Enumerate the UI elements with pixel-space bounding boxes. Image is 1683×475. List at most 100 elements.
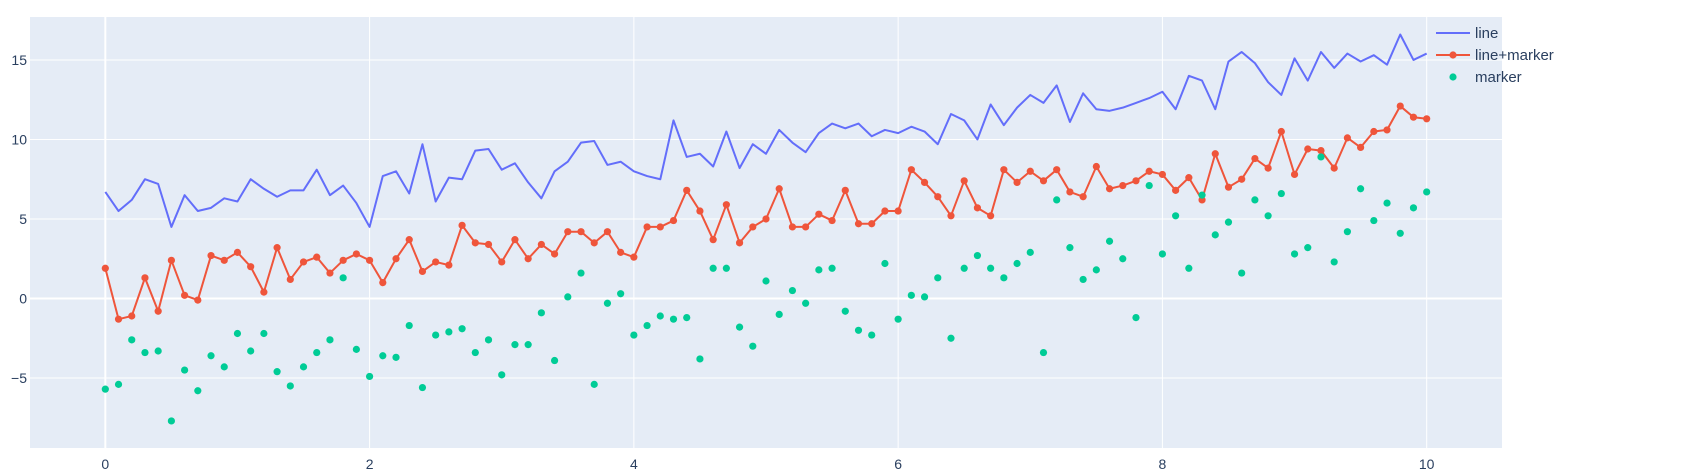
data-point: [511, 341, 519, 349]
data-point: [379, 352, 387, 360]
data-point: [1357, 185, 1365, 193]
data-point: [828, 216, 836, 225]
data-point: [683, 186, 691, 194]
data-point: [352, 345, 360, 353]
x-tick-label: 0: [101, 456, 109, 472]
data-point: [643, 321, 651, 330]
data-point: [1066, 244, 1074, 252]
data-point: [709, 264, 717, 272]
data-point: [207, 251, 215, 260]
data-point: [405, 236, 413, 244]
data-point: [1079, 275, 1087, 284]
data-point: [1304, 244, 1312, 252]
data-point: [656, 223, 664, 231]
data-point: [669, 216, 678, 225]
data-point: [181, 366, 189, 374]
data-point: [934, 193, 942, 201]
data-point: [868, 220, 876, 228]
data-point: [683, 313, 691, 322]
data-point: [656, 312, 664, 320]
data-point: [828, 264, 836, 272]
data-point: [881, 259, 889, 268]
data-point: [1198, 191, 1206, 199]
data-point: [1409, 204, 1418, 212]
data-point: [1251, 196, 1259, 204]
data-point: [299, 363, 308, 371]
data-point: [220, 256, 228, 264]
data-point: [1264, 164, 1272, 172]
data-point: [1066, 188, 1074, 196]
data-point: [617, 248, 625, 256]
data-point: [326, 269, 334, 277]
data-point: [167, 417, 175, 425]
data-point: [286, 382, 294, 390]
data-point: [1158, 170, 1167, 179]
data-point: [868, 331, 876, 339]
data-point: [749, 223, 757, 231]
data-point: [669, 315, 678, 323]
data-point: [947, 212, 955, 220]
data-point: [432, 258, 440, 266]
legend-label: marker: [1475, 69, 1522, 86]
data-point: [775, 310, 783, 319]
data-point: [1224, 183, 1233, 191]
data-point: [1383, 199, 1391, 207]
data-point: [141, 274, 149, 282]
data-point: [1264, 212, 1272, 220]
data-point: [854, 220, 863, 228]
legend-item-line[interactable]: line: [1436, 25, 1498, 42]
data-point: [894, 207, 902, 215]
data-point: [1409, 113, 1418, 121]
data-point: [511, 236, 519, 244]
x-tick-label: 4: [630, 456, 638, 472]
data-point: [247, 347, 255, 355]
data-point: [352, 250, 360, 258]
data-point: [101, 385, 109, 393]
data-point: [1013, 178, 1021, 186]
data-point: [1423, 115, 1431, 123]
data-point: [233, 329, 242, 338]
data-point: [577, 269, 585, 277]
data-point: [894, 315, 902, 323]
data-point: [788, 223, 797, 231]
data-point: [1343, 228, 1351, 236]
data-point: [722, 264, 730, 272]
data-point: [987, 212, 995, 220]
data-point: [722, 201, 730, 209]
series-layer: [101, 33, 1431, 425]
data-point: [418, 267, 427, 276]
data-point: [1304, 145, 1312, 153]
data-point: [1277, 189, 1285, 198]
data-point: [458, 325, 466, 333]
data-point: [339, 274, 347, 282]
legend[interactable]: line line+marker marker: [1436, 25, 1554, 86]
data-point: [643, 223, 651, 231]
data-point: [630, 253, 638, 261]
data-point: [299, 258, 308, 266]
data-point: [1357, 143, 1365, 152]
legend-item-line-marker[interactable]: line+marker: [1436, 47, 1554, 64]
data-point: [101, 264, 109, 272]
data-point: [735, 323, 744, 331]
data-point: [550, 356, 559, 365]
data-point: [220, 363, 228, 371]
data-point: [498, 371, 506, 379]
data-point: [1172, 186, 1180, 194]
data-point: [1383, 126, 1391, 134]
data-point: [1185, 264, 1193, 272]
data-point: [260, 329, 268, 338]
data-point: [1238, 269, 1246, 277]
data-point: [934, 274, 942, 282]
data-point: [1211, 231, 1219, 239]
x-tick-label: 2: [366, 456, 374, 472]
legend-item-marker[interactable]: marker: [1449, 69, 1522, 86]
data-point: [445, 328, 453, 336]
data-point: [775, 185, 783, 193]
data-point: [273, 244, 281, 252]
axis-tick-labels: 0 2 4 6 8 10 −5 0 5 10 15: [11, 52, 1435, 472]
data-point: [498, 258, 506, 266]
data-point: [973, 251, 982, 260]
data-point: [1039, 348, 1048, 357]
data-point: [762, 277, 770, 285]
